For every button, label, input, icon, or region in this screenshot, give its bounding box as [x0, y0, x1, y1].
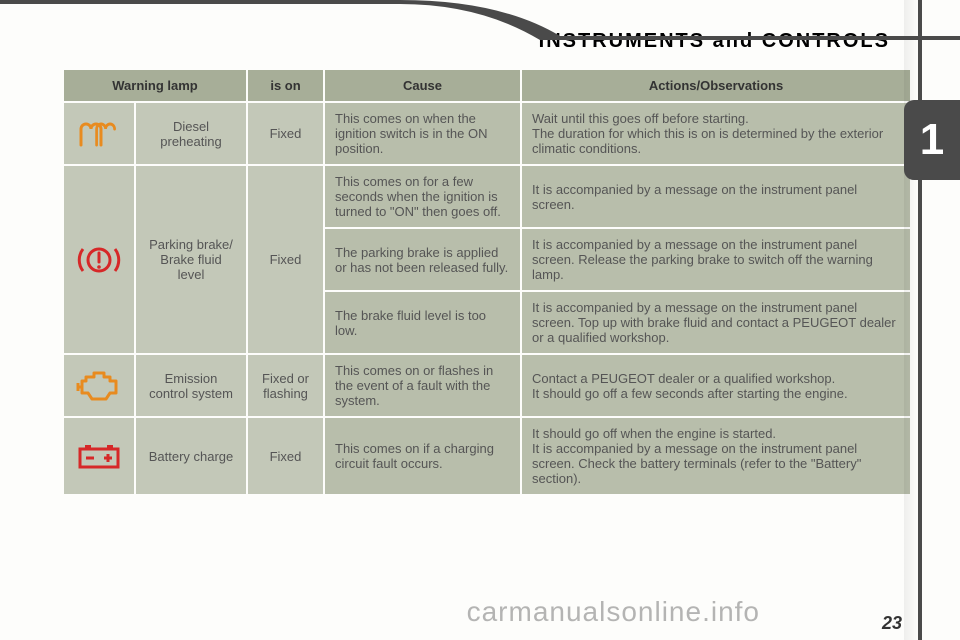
- warning-lamp-table: Warning lamp is on Cause Actions/Observa…: [62, 68, 912, 496]
- right-rail: [918, 0, 922, 640]
- chapter-tab: 1: [904, 100, 960, 180]
- row-name: Battery charge: [136, 418, 246, 494]
- preheat-icon: [64, 103, 134, 164]
- row-cause: This comes on for a few seconds when the…: [325, 166, 520, 227]
- engine-icon: [64, 355, 134, 416]
- row-cause: The parking brake is applied or has not …: [325, 229, 520, 290]
- row-action: It should go off when the engine is star…: [522, 418, 910, 494]
- header-curve: [0, 0, 960, 40]
- col-is-on: is on: [248, 70, 323, 101]
- row-state: Fixed: [248, 166, 323, 353]
- col-warning-lamp: Warning lamp: [64, 70, 246, 101]
- battery-icon: [64, 418, 134, 494]
- page-number: 23: [882, 613, 902, 634]
- row-action: It is accompanied by a message on the in…: [522, 229, 910, 290]
- col-cause: Cause: [325, 70, 520, 101]
- row-name: Diesel preheating: [136, 103, 246, 164]
- row-action: It is accompanied by a message on the in…: [522, 292, 910, 353]
- row-state: Fixed: [248, 103, 323, 164]
- row-action: Wait until this goes off before starting…: [522, 103, 910, 164]
- col-actions: Actions/Observations: [522, 70, 910, 101]
- row-state: Fixed or flashing: [248, 355, 323, 416]
- row-name: Emission control system: [136, 355, 246, 416]
- brake-icon: [64, 166, 134, 353]
- row-name: Parking brake/ Brake fluid level: [136, 166, 246, 353]
- row-action: It is accompanied by a message on the in…: [522, 166, 910, 227]
- row-state: Fixed: [248, 418, 323, 494]
- row-action: Contact a PEUGEOT dealer or a qualified …: [522, 355, 910, 416]
- row-cause: This comes on if a charging circuit faul…: [325, 418, 520, 494]
- row-cause: This comes on when the ignition switch i…: [325, 103, 520, 164]
- row-cause: This comes on or flashes in the event of…: [325, 355, 520, 416]
- page-curve-shadow: [904, 0, 918, 640]
- watermark: carmanualsonline.info: [467, 596, 760, 628]
- row-cause: The brake fluid level is too low.: [325, 292, 520, 353]
